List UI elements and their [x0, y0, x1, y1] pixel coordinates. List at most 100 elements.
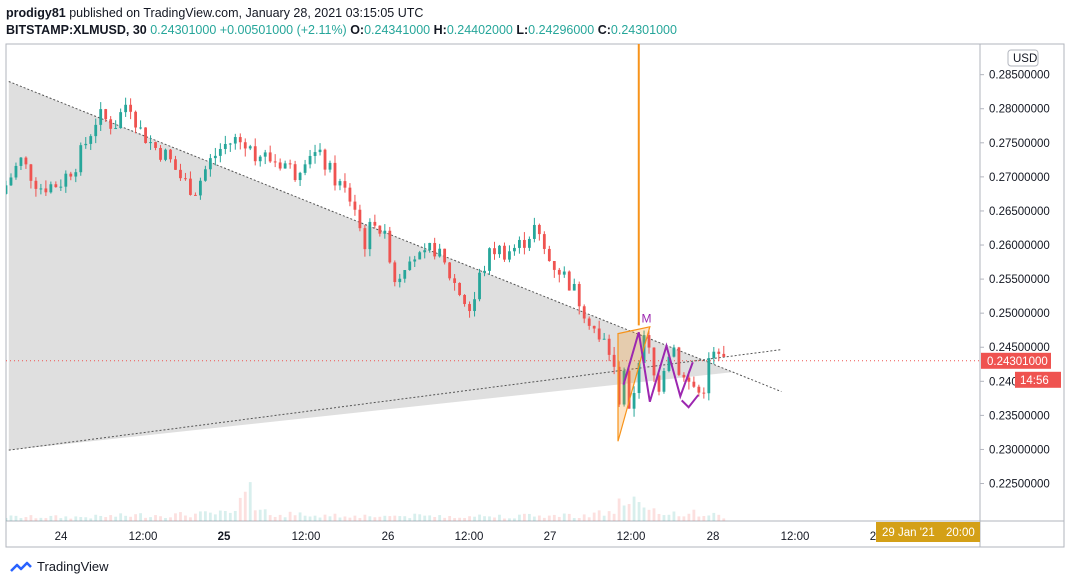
- candle-body[interactable]: [667, 356, 671, 371]
- candle-body[interactable]: [602, 338, 606, 340]
- candle-body[interactable]: [74, 172, 78, 177]
- candle-body[interactable]: [358, 209, 362, 229]
- candle-body[interactable]: [418, 252, 422, 260]
- candle-body[interactable]: [313, 152, 317, 156]
- candle-body[interactable]: [154, 142, 157, 148]
- candle-body[interactable]: [268, 152, 272, 162]
- candle-body[interactable]: [189, 178, 192, 195]
- candle-body[interactable]: [712, 351, 716, 359]
- candle-body[interactable]: [69, 173, 73, 177]
- time-axis[interactable]: 24 12:00 25 12:00 26 12:00 27 12:00 28 12:00 2: [55, 531, 877, 543]
- candle-body[interactable]: [687, 377, 691, 382]
- candle-body[interactable]: [493, 248, 496, 255]
- candle-body[interactable]: [39, 188, 43, 190]
- candle-body[interactable]: [44, 188, 48, 193]
- candle-body[interactable]: [109, 119, 113, 129]
- candle-body[interactable]: [498, 245, 501, 255]
- symbol-label[interactable]: BITSTAMP:XLMUSD, 30: [6, 23, 147, 37]
- candle-body[interactable]: [378, 225, 382, 234]
- candle-body[interactable]: [537, 224, 541, 235]
- candle-body[interactable]: [383, 230, 387, 234]
- candle-body[interactable]: [248, 146, 252, 149]
- candle-body[interactable]: [159, 147, 162, 160]
- footer-brand[interactable]: TradingView: [10, 559, 109, 574]
- candle-body[interactable]: [388, 230, 392, 263]
- candle-body[interactable]: [34, 180, 38, 189]
- candle-body[interactable]: [672, 347, 676, 357]
- candle-body[interactable]: [722, 353, 726, 357]
- candle-body[interactable]: [323, 149, 327, 170]
- candle-body[interactable]: [253, 146, 257, 162]
- candle-body[interactable]: [657, 375, 661, 392]
- price-axis[interactable]: 0.28500000 0.28000000 0.27500000 0.27000000…: [980, 49, 1050, 491]
- candle-body[interactable]: [552, 261, 556, 270]
- candle-body[interactable]: [169, 149, 172, 160]
- candle-body[interactable]: [607, 338, 611, 355]
- candle-body[interactable]: [273, 161, 277, 163]
- candle-body[interactable]: [129, 104, 133, 112]
- candle-body[interactable]: [238, 137, 242, 143]
- candle-body[interactable]: [5, 185, 8, 194]
- candle-body[interactable]: [587, 318, 591, 326]
- candle-body[interactable]: [104, 109, 108, 120]
- candle-body[interactable]: [298, 172, 302, 181]
- candle-body[interactable]: [458, 282, 461, 295]
- candle-body[interactable]: [49, 184, 53, 193]
- candle-body[interactable]: [692, 381, 696, 387]
- candle-body[interactable]: [79, 145, 83, 173]
- candle-body[interactable]: [393, 262, 397, 283]
- candle-body[interactable]: [542, 234, 546, 249]
- candle-body[interactable]: [84, 143, 88, 146]
- triangle-upper-trendline[interactable]: [8, 81, 782, 393]
- candle-body[interactable]: [228, 143, 232, 145]
- candle-body[interactable]: [233, 137, 237, 144]
- candle-body[interactable]: [468, 304, 471, 312]
- plot-area[interactable]: [5, 81, 782, 521]
- candle-body[interactable]: [627, 370, 631, 409]
- candle-body[interactable]: [473, 299, 476, 312]
- candle-body[interactable]: [54, 184, 58, 188]
- candle-body[interactable]: [697, 386, 701, 393]
- candle-body[interactable]: [413, 259, 417, 262]
- candle-body[interactable]: [119, 112, 123, 129]
- candle-body[interactable]: [408, 261, 412, 271]
- candle-body[interactable]: [303, 164, 307, 173]
- candle-body[interactable]: [363, 228, 367, 250]
- candle-body[interactable]: [632, 393, 636, 409]
- candle-body[interactable]: [203, 169, 207, 181]
- candle-body[interactable]: [318, 149, 322, 153]
- candle-body[interactable]: [348, 187, 352, 202]
- candle-body[interactable]: [208, 158, 212, 170]
- candle-body[interactable]: [179, 169, 182, 179]
- candle-body[interactable]: [64, 173, 68, 187]
- m-pattern-check[interactable]: [680, 394, 700, 409]
- candle-body[interactable]: [368, 221, 372, 250]
- candle-body[interactable]: [293, 164, 297, 181]
- candle-body[interactable]: [398, 278, 402, 283]
- candle-body[interactable]: [24, 157, 28, 165]
- candle-body[interactable]: [218, 148, 222, 156]
- candle-body[interactable]: [443, 248, 447, 263]
- candle-body[interactable]: [333, 162, 337, 186]
- candle-body[interactable]: [353, 201, 357, 210]
- candle-body[interactable]: [527, 238, 531, 248]
- candle-body[interactable]: [164, 149, 167, 160]
- candle-body[interactable]: [478, 272, 481, 300]
- candle-body[interactable]: [343, 181, 347, 188]
- candle-body[interactable]: [622, 370, 626, 405]
- candle-body[interactable]: [503, 245, 506, 260]
- candle-body[interactable]: [707, 358, 711, 394]
- candle-body[interactable]: [483, 270, 486, 273]
- candle-body[interactable]: [184, 178, 187, 180]
- candle-body[interactable]: [213, 155, 217, 159]
- candle-body[interactable]: [403, 270, 407, 279]
- candle-body[interactable]: [513, 247, 516, 252]
- candle-body[interactable]: [592, 325, 596, 329]
- candle-body[interactable]: [572, 283, 576, 291]
- candle-body[interactable]: [453, 278, 457, 283]
- candle-body[interactable]: [433, 242, 437, 257]
- currency-button[interactable]: [1007, 49, 1039, 67]
- candle-body[interactable]: [488, 248, 491, 271]
- candle-body[interactable]: [562, 271, 566, 275]
